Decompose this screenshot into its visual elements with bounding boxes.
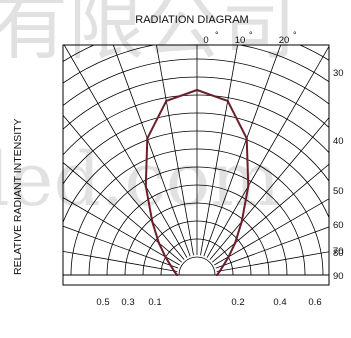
radial-tick-label: 0.4 [273, 297, 286, 308]
watermark: 有限公司 led.com [0, 0, 296, 223]
series-point [169, 264, 172, 267]
grid-spoke [200, 45, 238, 256]
watermark-top-text: 有限公司 [0, 0, 296, 70]
series-point [144, 185, 147, 188]
y-axis-label: RELATIVE RADIANT INTENSITY [12, 118, 24, 275]
radial-tick-label: 0.3 [121, 297, 134, 308]
grid-spoke [206, 45, 329, 258]
plot-area [62, 44, 330, 286]
series-point [247, 185, 250, 188]
series-point [173, 269, 176, 273]
angle-tick-label: 70 [333, 246, 344, 257]
series-point [240, 220, 243, 223]
grid-spoke [209, 117, 329, 260]
radial-tick-label: 0.2 [231, 297, 244, 308]
series-point [164, 255, 167, 258]
angle-degree-mark: ° [215, 30, 219, 40]
radial-ticks: 0.5 0.3 0.1 0.2 0.4 0.6 [96, 297, 321, 308]
grid-spoke [215, 226, 329, 269]
series-point [175, 273, 179, 277]
radial-tick-label: 0.5 [96, 297, 109, 308]
grid-spoke [63, 250, 178, 272]
series-point [226, 99, 229, 102]
series-layer [144, 88, 250, 277]
plot-frame [62, 44, 330, 286]
angle-tick-label: 90 [333, 271, 344, 282]
series-point [157, 242, 160, 245]
angle-tick-label: 20 [279, 35, 290, 46]
angle-tick-label: 60 [333, 220, 344, 231]
angle-tick-label: 10 [235, 35, 246, 46]
angle-tick-label: 30 [333, 68, 344, 79]
radial-tick-label: 0.1 [148, 297, 161, 308]
radial-tick-label: 0.6 [308, 297, 321, 308]
series-point [234, 242, 237, 245]
series-point [227, 255, 230, 258]
grid-spoke [63, 162, 182, 263]
grid-spoke [203, 45, 282, 257]
series-point [165, 99, 168, 102]
series-point [245, 137, 248, 140]
grid-spoke [63, 197, 180, 266]
grid-spoke [63, 225, 179, 269]
angle-tick-label: 0 [203, 35, 208, 46]
grid-spoke [216, 251, 329, 272]
series-point [218, 269, 221, 273]
grid-spoke [156, 45, 194, 256]
angle-tick-label: 40 [333, 136, 344, 147]
angle-tick-label: 50 [333, 186, 344, 197]
grid-ring [178, 256, 216, 276]
grid-spoke [63, 114, 185, 260]
angle-tick-label: 80 [333, 248, 344, 259]
watermark-mid-text: led.com [0, 137, 281, 223]
angle-ticks-top: 0 ° 10 ° 20 ° [203, 30, 297, 46]
series-point [215, 273, 219, 277]
angle-degree-mark: ° [293, 30, 297, 40]
series-point [222, 264, 225, 267]
angle-degree-mark: ° [249, 30, 253, 40]
series-point [146, 137, 149, 140]
chart-title: RADIATION DIAGRAM [135, 14, 248, 26]
grid-spoke [112, 45, 191, 257]
grid-spoke [212, 163, 329, 263]
grid-spoke [63, 45, 188, 258]
grid-spoke [214, 198, 329, 266]
series-point [151, 220, 154, 223]
series-point [195, 88, 199, 92]
polar-grid [63, 45, 329, 276]
